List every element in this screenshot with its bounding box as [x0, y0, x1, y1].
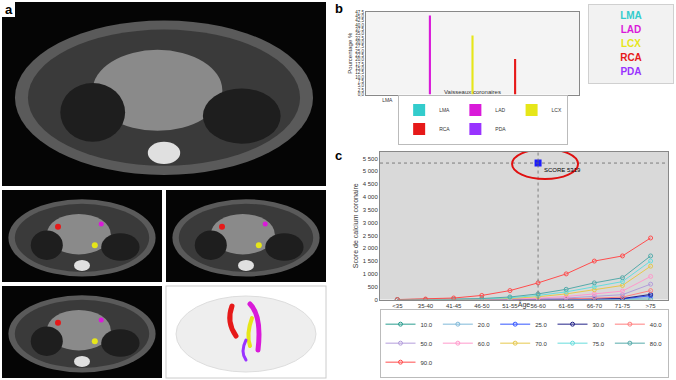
- html-text:c: c: [335, 148, 343, 163]
- svg-text:5,0: 5,0: [358, 83, 365, 88]
- svg-text:LAD: LAD: [495, 107, 505, 113]
- svg-text:35-40: 35-40: [418, 303, 434, 309]
- svg-text:LMA: LMA: [439, 107, 450, 113]
- html-text:RCA: RCA: [620, 52, 642, 63]
- svg-text:35,0: 35,0: [355, 31, 364, 36]
- svg-text:10.0: 10.0: [421, 322, 433, 328]
- svg-text:3 500: 3 500: [363, 207, 379, 213]
- svg-text:Vaisseaux coronaires: Vaisseaux coronaires: [444, 89, 501, 95]
- svg-text:0: 0: [374, 297, 378, 303]
- html-text:a: a: [5, 2, 13, 17]
- svg-text:60.0: 60.0: [478, 341, 490, 347]
- svg-text:22,5: 22,5: [355, 53, 364, 58]
- html-text:LMA: LMA: [620, 10, 642, 21]
- svg-text:20,0: 20,0: [355, 57, 364, 62]
- svg-text:3 000: 3 000: [363, 220, 379, 226]
- svg-text:4 000: 4 000: [363, 194, 379, 200]
- svg-text:17,5: 17,5: [355, 62, 364, 67]
- svg-text:46-50: 46-50: [474, 303, 490, 309]
- svg-text:5 000: 5 000: [363, 168, 379, 174]
- svg-text:32,5: 32,5: [355, 36, 364, 41]
- svg-text:RCA: RCA: [439, 126, 450, 132]
- svg-text:LMA: LMA: [382, 97, 393, 103]
- svg-text:10,0: 10,0: [355, 75, 364, 80]
- svg-text:15,0: 15,0: [355, 66, 364, 71]
- svg-text:7,5: 7,5: [358, 79, 365, 84]
- svg-text:Score de calcium coronaire: Score de calcium coronaire: [352, 183, 359, 268]
- svg-text:<35: <35: [392, 303, 403, 309]
- svg-text:500: 500: [368, 284, 379, 290]
- svg-text:41-45: 41-45: [446, 303, 462, 309]
- svg-text:4 500: 4 500: [363, 181, 379, 187]
- svg-text:45,0: 45,0: [355, 14, 364, 19]
- html-text:LAD: LAD: [620, 24, 642, 35]
- svg-text:2 000: 2 000: [363, 245, 379, 251]
- svg-text:71-75: 71-75: [615, 303, 631, 309]
- svg-text:1 000: 1 000: [363, 271, 379, 277]
- svg-text:LCX: LCX: [552, 107, 562, 113]
- svg-text:1 500: 1 500: [363, 258, 379, 264]
- svg-text:20.0: 20.0: [478, 322, 490, 328]
- svg-text:0,0: 0,0: [358, 92, 365, 97]
- html-text:b: b: [335, 1, 343, 16]
- svg-text:25.0: 25.0: [535, 322, 547, 328]
- html-text:LCX: LCX: [621, 38, 641, 49]
- svg-text:66-70: 66-70: [587, 303, 603, 309]
- html-text:PDA: PDA: [620, 66, 642, 77]
- svg-text:42,5: 42,5: [355, 18, 364, 23]
- svg-text:27,5: 27,5: [355, 44, 364, 49]
- svg-text:2,5: 2,5: [358, 88, 365, 93]
- svg-text:37,5: 37,5: [355, 27, 364, 32]
- svg-text:40,0: 40,0: [355, 23, 364, 28]
- svg-text:47,5: 47,5: [355, 10, 364, 15]
- svg-text:5 500: 5 500: [363, 156, 379, 162]
- svg-text:25,0: 25,0: [355, 49, 364, 54]
- svg-text:61-65: 61-65: [559, 303, 575, 309]
- svg-text:50.0: 50.0: [421, 341, 433, 347]
- svg-text:80.0: 80.0: [650, 341, 662, 347]
- svg-text:12,5: 12,5: [355, 70, 364, 75]
- svg-text:30.0: 30.0: [593, 322, 605, 328]
- svg-text:2 500: 2 500: [363, 233, 379, 239]
- svg-text:>75: >75: [646, 303, 657, 309]
- svg-text:30,0: 30,0: [355, 40, 364, 45]
- svg-text:90.0: 90.0: [421, 360, 433, 366]
- svg-text:70.0: 70.0: [535, 341, 547, 347]
- svg-text:56-60: 56-60: [530, 303, 546, 309]
- svg-text:Âge: Âge: [518, 300, 531, 309]
- svg-text:SCORE 5319: SCORE 5319: [544, 167, 581, 173]
- svg-text:PDA: PDA: [495, 126, 506, 132]
- svg-text:75.0: 75.0: [593, 341, 605, 347]
- svg-text:Pourcentage %: Pourcentage %: [347, 32, 353, 74]
- svg-text:40.0: 40.0: [650, 322, 662, 328]
- svg-text:51-55: 51-55: [502, 303, 518, 309]
